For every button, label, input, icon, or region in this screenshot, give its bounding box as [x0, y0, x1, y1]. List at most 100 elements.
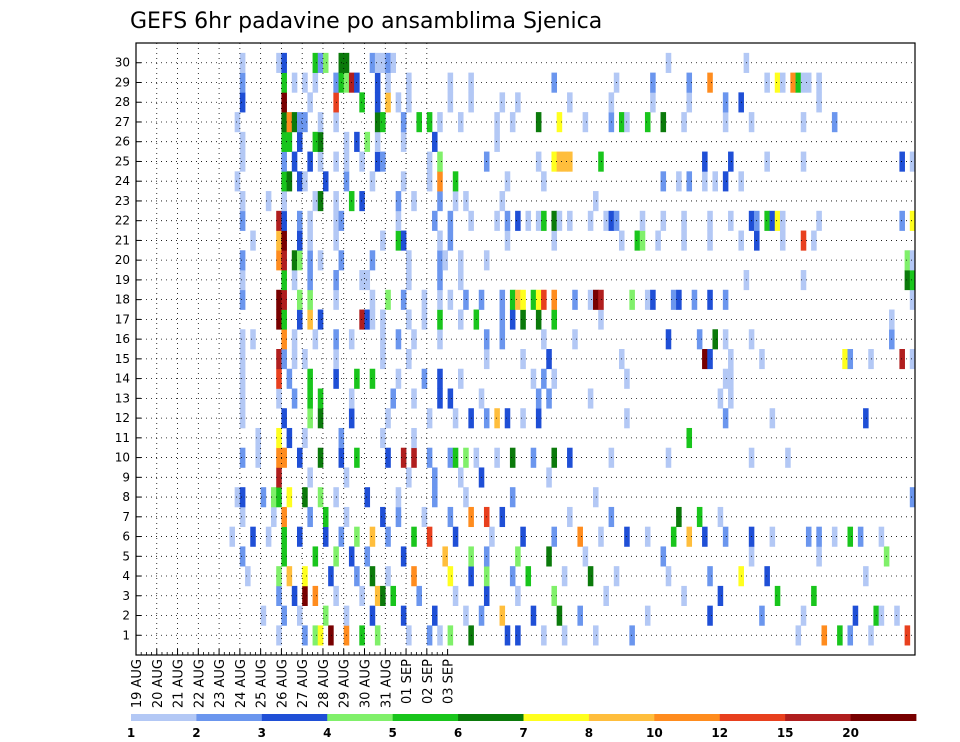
precip-cell — [546, 349, 552, 370]
precip-cell — [406, 467, 412, 488]
precip-cell — [665, 447, 672, 468]
precip-cell — [665, 566, 672, 587]
precip-cell — [722, 408, 729, 429]
precip-cell — [374, 151, 381, 172]
precip-cell — [504, 171, 511, 192]
precip-cell — [499, 92, 506, 113]
precip-cell — [800, 230, 807, 251]
precip-cell — [400, 230, 407, 251]
precip-cell — [380, 427, 386, 449]
precip-cell — [452, 447, 459, 468]
precip-cell — [650, 72, 656, 93]
y-tick-label: 21 — [115, 233, 130, 247]
colorbar-label: 7 — [519, 726, 527, 740]
precip-cell — [764, 210, 770, 231]
precip-cell — [312, 191, 319, 212]
precip-cell — [728, 210, 734, 231]
y-tick-label: 6 — [122, 530, 130, 544]
precip-cell — [395, 92, 402, 113]
y-tick-label: 4 — [122, 569, 130, 583]
precip-cell — [722, 171, 729, 192]
precip-cell — [328, 566, 334, 587]
x-tick-label: 22 AUG — [192, 659, 207, 708]
precip-cell — [281, 289, 287, 310]
precip-cell — [561, 625, 568, 646]
precip-cell — [551, 151, 558, 172]
precip-cell — [380, 506, 386, 528]
precip-cell — [847, 526, 854, 547]
precip-cell — [831, 112, 838, 133]
x-tick-label: 31 AUG — [379, 659, 394, 708]
precip-cell — [681, 230, 687, 251]
precip-cell — [660, 112, 667, 133]
precip-cell — [411, 526, 417, 547]
precip-cell — [432, 467, 438, 488]
precip-cell — [457, 270, 464, 291]
precip-cell — [535, 408, 542, 429]
precip-cell — [816, 546, 822, 567]
precip-cell — [317, 487, 324, 508]
precip-cell — [556, 210, 563, 231]
precip-cell — [359, 92, 365, 113]
precip-cell — [380, 151, 386, 172]
precip-cell — [582, 112, 589, 133]
precip-cell — [769, 526, 776, 547]
precip-cell — [276, 625, 282, 646]
precip-cell — [437, 191, 443, 212]
precip-cell — [541, 171, 547, 192]
precip-cell — [769, 408, 776, 429]
precip-cell — [593, 487, 599, 508]
precip-cell — [421, 506, 428, 528]
colorbar-swatch — [785, 714, 851, 721]
precip-cell — [276, 427, 282, 449]
precip-cell — [629, 289, 635, 310]
precip-cell — [239, 368, 246, 389]
precip-cell — [234, 171, 241, 192]
precip-cell — [281, 329, 287, 350]
precip-cell — [686, 427, 693, 449]
precip-cell — [437, 171, 443, 192]
x-tick-label: 02 SEP — [421, 659, 436, 704]
precip-cell — [411, 191, 417, 212]
precip-cell — [369, 289, 376, 310]
precip-cell — [281, 605, 287, 626]
y-tick-label: 12 — [115, 411, 130, 425]
precip-cell — [380, 349, 386, 370]
colorbar-label: 6 — [454, 726, 462, 740]
precip-cell — [359, 625, 365, 646]
precip-cell — [390, 585, 397, 606]
precip-cell — [302, 585, 308, 606]
y-tick-label: 19 — [115, 273, 130, 287]
precip-cell — [421, 289, 428, 310]
colorbar-label: 4 — [323, 726, 331, 740]
precip-cell — [515, 210, 521, 231]
precip-cell — [530, 605, 537, 626]
precip-cell — [686, 526, 693, 547]
precip-cell — [302, 349, 308, 370]
precip-cell — [385, 289, 391, 310]
precip-cell — [520, 526, 526, 547]
precip-cell — [863, 566, 869, 587]
precip-cell — [312, 72, 319, 93]
colorbar-swatch — [719, 714, 786, 721]
precip-cell — [442, 250, 448, 271]
precip-cell — [764, 151, 770, 172]
precip-cell — [255, 427, 261, 449]
precip-cell — [665, 52, 672, 73]
colorbar-label: 5 — [388, 726, 396, 740]
precip-cell — [437, 289, 443, 310]
precip-cell — [494, 210, 500, 231]
precip-cell — [426, 112, 433, 133]
precip-cell — [239, 131, 246, 152]
precip-cell — [774, 72, 781, 93]
precip-cell — [317, 191, 324, 212]
precip-cell — [385, 447, 391, 468]
precip-cell — [322, 52, 329, 73]
precip-cell — [369, 526, 376, 547]
precip-cell — [276, 467, 282, 488]
precip-cell — [593, 289, 599, 310]
precip-cell — [385, 408, 391, 429]
precip-cell — [800, 72, 807, 93]
precip-cell — [800, 151, 807, 172]
